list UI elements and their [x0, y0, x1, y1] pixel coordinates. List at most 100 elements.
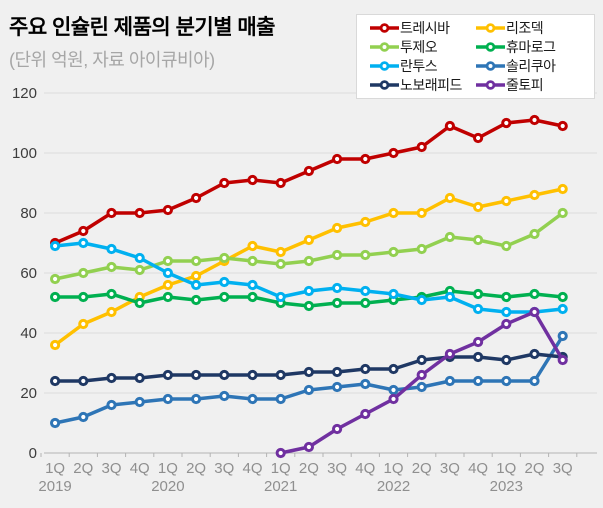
legend: 트레시바 리조덱 투제오 휴마로그 란투스 솔리쿠아 노보래피드 줄토피	[356, 14, 595, 99]
y-tick-label-120: 120	[12, 85, 37, 102]
ryzodeg-point-10	[332, 222, 343, 234]
toujeo-point-7	[247, 255, 258, 267]
humalog-point-2	[106, 288, 117, 300]
tresiba-point-5	[191, 192, 202, 204]
x-tick-label-13: 2Q	[412, 460, 432, 477]
humalog-point-15	[473, 288, 484, 300]
x-tick-label-4: 1Q	[158, 460, 178, 477]
series-tresiba	[50, 114, 568, 249]
toujeo-point-10	[332, 249, 343, 261]
lantus-point-11	[360, 285, 371, 297]
tresiba-point-2	[106, 207, 117, 219]
x-year-label-2019: 2019	[38, 478, 71, 495]
lantus-point-15	[473, 303, 484, 315]
toujeo-point-13	[416, 243, 427, 255]
y-axis-labels: 0 20 40 60 80 100 120	[12, 85, 37, 462]
tresiba-point-15	[473, 132, 484, 144]
soliqua-point-3	[134, 396, 145, 408]
ryzodeg-point-0	[50, 339, 61, 351]
humalog-point-16	[501, 291, 512, 303]
soliqua-point-12	[388, 384, 399, 396]
x-year-label-2023: 2023	[490, 478, 523, 495]
lantus-point-13	[416, 294, 427, 306]
ryzodeg-point-1	[78, 318, 89, 330]
legend-label-novorapid: 노보래피드	[400, 77, 462, 94]
legend-marker-novorapid-icon	[370, 80, 399, 91]
humalog-point-10	[332, 297, 343, 309]
lantus-point-0	[50, 240, 61, 252]
toujeo-point-0	[50, 273, 61, 285]
tresiba-point-1	[78, 225, 89, 237]
lantus-point-4	[162, 267, 173, 279]
toujeo-point-18	[557, 207, 568, 219]
ryzodeg-point-4	[162, 279, 173, 291]
legend-item-novorapid: 노보래피드	[369, 76, 475, 95]
lantus-point-6	[219, 276, 230, 288]
lantus-point-5	[191, 279, 202, 291]
x-tick-label-5: 2Q	[186, 460, 206, 477]
lantus-point-3	[134, 252, 145, 264]
lantus-point-7	[247, 279, 258, 291]
legend-label-ryzodeg: 리조덱	[506, 19, 544, 36]
soliqua-point-6	[219, 390, 230, 402]
ryzodeg-point-16	[501, 195, 512, 207]
toujeo-point-6	[219, 252, 230, 264]
novorapid-point-3	[134, 372, 145, 384]
gridlines	[44, 92, 597, 454]
soliqua-point-0	[50, 417, 61, 429]
ryzodeg-point-13	[416, 207, 427, 219]
ryzodeg-point-12	[388, 207, 399, 219]
y-tick-label-0: 0	[29, 445, 37, 462]
lantus-point-2	[106, 243, 117, 255]
novorapid-point-0	[50, 375, 61, 387]
novorapid-point-15	[473, 351, 484, 363]
ryzodeg-point-7	[247, 240, 258, 252]
y-tick-label-60: 60	[20, 265, 37, 282]
ryzodeg-point-5	[191, 270, 202, 282]
legend-item-xultophy: 줄토피	[475, 76, 592, 95]
ryzodeg-point-14	[444, 192, 455, 204]
toujeo-point-15	[473, 234, 484, 246]
novorapid-point-12	[388, 363, 399, 375]
soliqua-point-11	[360, 378, 371, 390]
x-tick-label-9: 2Q	[299, 460, 319, 477]
humalog-point-6	[219, 291, 230, 303]
x-year-label-2022: 2022	[377, 478, 410, 495]
toujeo-line	[53, 211, 565, 281]
novorapid-point-6	[219, 369, 230, 381]
soliqua-point-5	[191, 393, 202, 405]
tresiba-point-18	[557, 120, 568, 132]
lantus-point-1	[78, 237, 89, 249]
ryzodeg-point-9	[303, 234, 314, 246]
soliqua-point-1	[78, 411, 89, 423]
toujeo-point-11	[360, 249, 371, 261]
novorapid-point-1	[78, 375, 89, 387]
novorapid-point-17	[529, 348, 540, 360]
tresiba-point-6	[219, 177, 230, 189]
x-tick-label-2: 3Q	[101, 460, 121, 477]
legend-item-ryzodeg: 리조덱	[475, 18, 592, 37]
x-axis-ticks	[40, 453, 578, 457]
novorapid-point-16	[501, 354, 512, 366]
soliqua-point-13	[416, 381, 427, 393]
soliqua-point-8	[275, 393, 286, 405]
legend-label-tresiba: 트레시바	[400, 19, 450, 36]
humalog-point-17	[529, 288, 540, 300]
soliqua-point-17	[529, 375, 540, 387]
soliqua-point-9	[303, 384, 314, 396]
legend-label-toujeo: 투제오	[400, 38, 438, 55]
novorapid-point-11	[360, 363, 371, 375]
tresiba-point-8	[275, 177, 286, 189]
lantus-point-10	[332, 282, 343, 294]
soliqua-point-18	[557, 330, 568, 342]
y-tick-label-80: 80	[20, 205, 37, 222]
ryzodeg-point-18	[557, 183, 568, 195]
tresiba-point-7	[247, 174, 258, 186]
ryzodeg-point-11	[360, 216, 371, 228]
x-tick-label-6: 3Q	[214, 460, 234, 477]
tresiba-point-12	[388, 147, 399, 159]
legend-item-toujeo: 투제오	[369, 37, 475, 56]
toujeo-point-16	[501, 240, 512, 252]
series-toujeo	[50, 207, 568, 285]
